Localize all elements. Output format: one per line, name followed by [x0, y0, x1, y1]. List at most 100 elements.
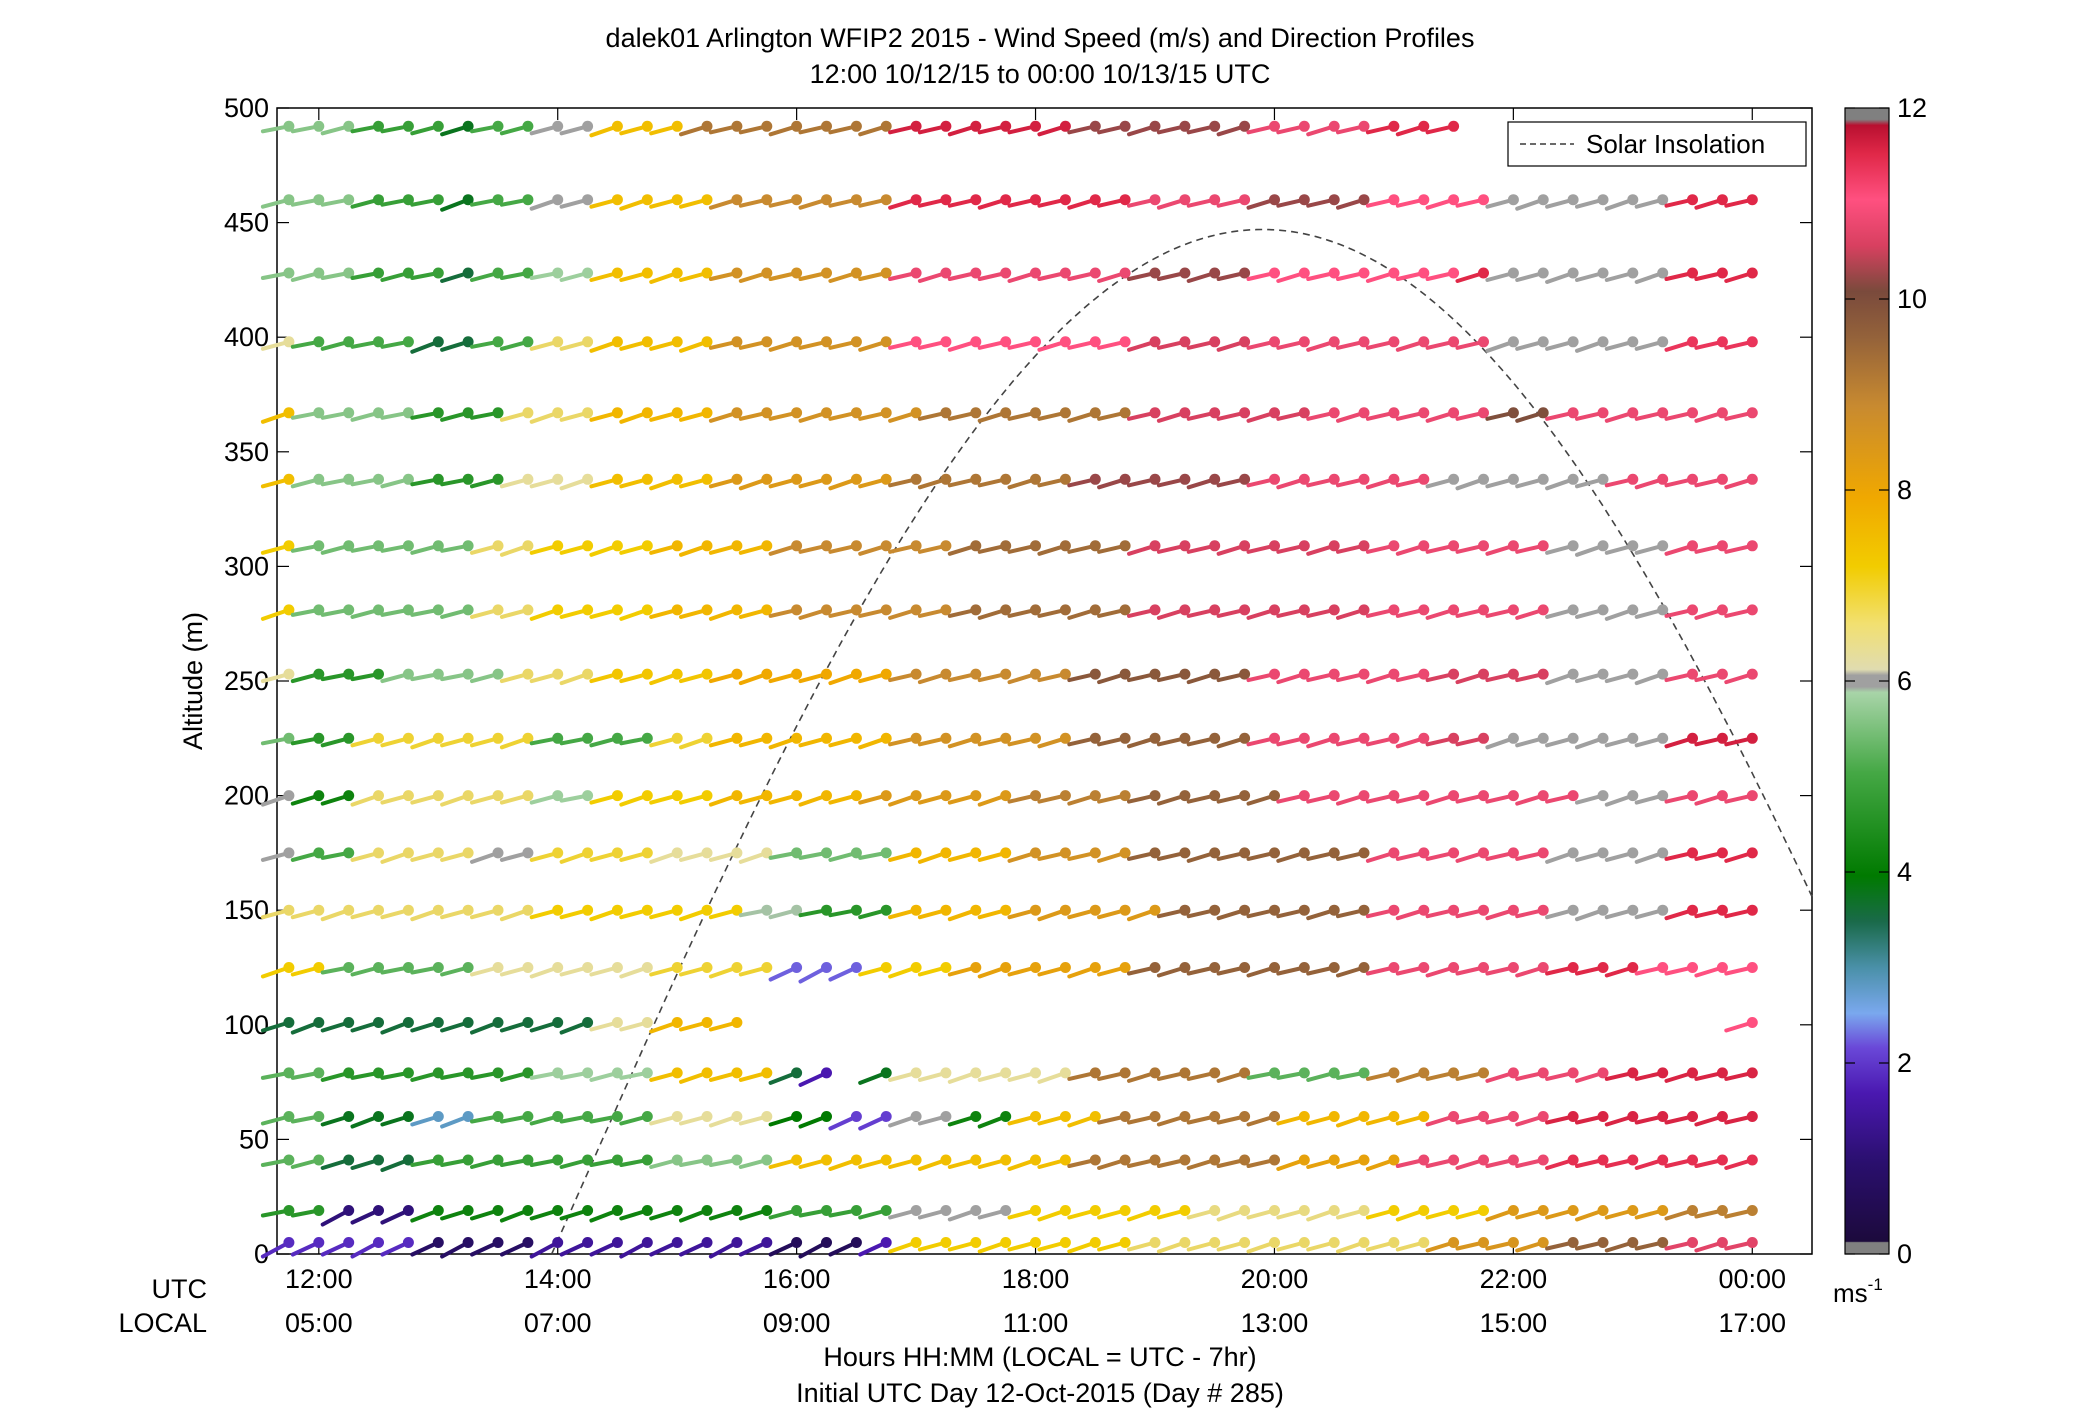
- wind-barb-dot: [1059, 962, 1071, 973]
- wind-barb-dot: [850, 668, 862, 680]
- wind-barb-dot: [1209, 962, 1221, 973]
- wind-barb-dot: [1059, 1154, 1071, 1166]
- x-tick-label-utc: 16:00: [763, 1264, 831, 1294]
- wind-barb-dot: [1089, 540, 1101, 552]
- wind-barb-dot: [821, 1067, 832, 1079]
- wind-barb-dot: [701, 267, 713, 279]
- wind-barb-dot: [522, 847, 534, 859]
- wind-barb-dot: [1239, 407, 1251, 419]
- wind-barb-dot: [1179, 267, 1191, 279]
- wind-barb-dot: [1328, 1205, 1340, 1216]
- wind-barb-dot: [1269, 540, 1280, 552]
- wind-barb-dot: [1388, 120, 1400, 132]
- wind-barb-dot: [1179, 732, 1191, 744]
- wind-barb-dot: [522, 336, 534, 348]
- wind-barbs: [260, 120, 1758, 1259]
- wind-barb-dot: [940, 847, 952, 859]
- wind-barb-dot: [1507, 194, 1519, 206]
- wind-barb-dot: [701, 668, 713, 680]
- wind-barb-dot: [940, 194, 952, 206]
- wind-barb-dot: [1059, 1067, 1071, 1079]
- wind-barb-dot: [1448, 473, 1460, 485]
- wind-barb-dot: [522, 1237, 534, 1248]
- wind-barb-dot: [1030, 962, 1041, 973]
- wind-barb-dot: [432, 847, 444, 859]
- wind-barb-dot: [761, 847, 773, 859]
- wind-barb-dot: [880, 1111, 892, 1122]
- wind-barb-dot: [1089, 194, 1101, 206]
- wind-barb-dot: [970, 267, 982, 279]
- wind-barb-dot: [582, 1205, 594, 1216]
- wind-barb-dot: [761, 668, 773, 680]
- wind-barb-dot: [1716, 604, 1728, 616]
- wind-barb-dot: [1507, 473, 1519, 485]
- wind-barb-dot: [910, 1067, 922, 1079]
- wind-barb-dot: [1746, 904, 1758, 916]
- colorbar: 0 2 4 6 8 10 12 ms-1: [1833, 93, 1927, 1308]
- wind-barb-dot: [1269, 904, 1280, 916]
- wind-barb-dot: [582, 790, 594, 802]
- wind-barb-dot: [1269, 407, 1280, 419]
- wind-barb-dot: [970, 668, 982, 680]
- wind-barb-dot: [582, 267, 594, 279]
- wind-barb-dot: [611, 604, 623, 616]
- wind-barb-dot: [373, 1111, 384, 1122]
- wind-barb-dot: [313, 1205, 325, 1216]
- wind-barb-dot: [1418, 668, 1430, 680]
- wind-barb-dot: [1418, 120, 1430, 132]
- wind-barb-dot: [791, 1237, 803, 1248]
- wind-barb-dot: [1478, 1205, 1489, 1216]
- wind-barb-dot: [1597, 267, 1609, 279]
- wind-barb-dot: [1597, 407, 1609, 419]
- wind-barb-dot: [432, 904, 444, 916]
- wind-barb-dot: [1239, 604, 1251, 616]
- wind-barb-dot: [1209, 1237, 1221, 1248]
- wind-barb-dot: [1179, 1237, 1191, 1248]
- wind-barb-dot: [880, 407, 892, 419]
- wind-barb-dot: [1418, 473, 1430, 485]
- wind-barb-dot: [1716, 407, 1728, 419]
- wind-barb-dot: [821, 847, 832, 859]
- wind-barb-dot: [522, 540, 534, 552]
- wind-barb-dot: [1418, 194, 1430, 206]
- wind-barb-dot: [1209, 1067, 1221, 1079]
- wind-barb-dot: [1687, 604, 1698, 616]
- chart-subtitle: 12:00 10/12/15 to 00:00 10/13/15 UTC: [810, 59, 1271, 89]
- wind-barb-dot: [1328, 1111, 1340, 1122]
- wind-barb-dot: [373, 962, 384, 973]
- wind-barb-dot: [641, 1111, 653, 1122]
- colorbar-tick-label: 6: [1897, 666, 1912, 696]
- wind-barb-dot: [1746, 1237, 1758, 1248]
- wind-barb-dot: [1298, 473, 1310, 485]
- wind-barb-dot: [343, 1111, 355, 1122]
- wind-barb-dot: [582, 847, 594, 859]
- wind-barb-dot: [1687, 847, 1698, 859]
- wind-barb-dot: [761, 790, 773, 802]
- wind-barb-dot: [432, 267, 444, 279]
- wind-barb-dot: [671, 962, 683, 973]
- wind-barb-dot: [1059, 790, 1071, 802]
- wind-barb-dot: [1089, 336, 1101, 348]
- wind-barb-dot: [1209, 668, 1221, 680]
- barb-row: [260, 540, 1758, 557]
- wind-barb-dot: [313, 407, 325, 419]
- wind-barb-dot: [1149, 473, 1161, 485]
- barb-row: [260, 1154, 1758, 1172]
- wind-barb-dot: [1298, 668, 1310, 680]
- wind-barb-dot: [1388, 1205, 1400, 1216]
- x-row-label-utc: UTC: [152, 1274, 208, 1304]
- wind-barb-dot: [761, 336, 773, 348]
- wind-barb-dot: [1059, 1205, 1071, 1216]
- wind-barb-dot: [1627, 267, 1639, 279]
- wind-barb-dot: [1478, 1154, 1489, 1166]
- wind-barb-dot: [1746, 1017, 1758, 1028]
- wind-barb-dot: [1687, 540, 1698, 552]
- wind-barb-dot: [1119, 473, 1131, 485]
- wind-barb-dot: [1507, 790, 1519, 802]
- wind-barb-dot: [1388, 1111, 1400, 1122]
- wind-barb-dot: [671, 1017, 683, 1028]
- wind-barb-dot: [1239, 120, 1251, 132]
- wind-barb-dot: [1448, 1111, 1460, 1122]
- wind-barb-dot: [1239, 732, 1251, 744]
- wind-barb-dot: [791, 540, 803, 552]
